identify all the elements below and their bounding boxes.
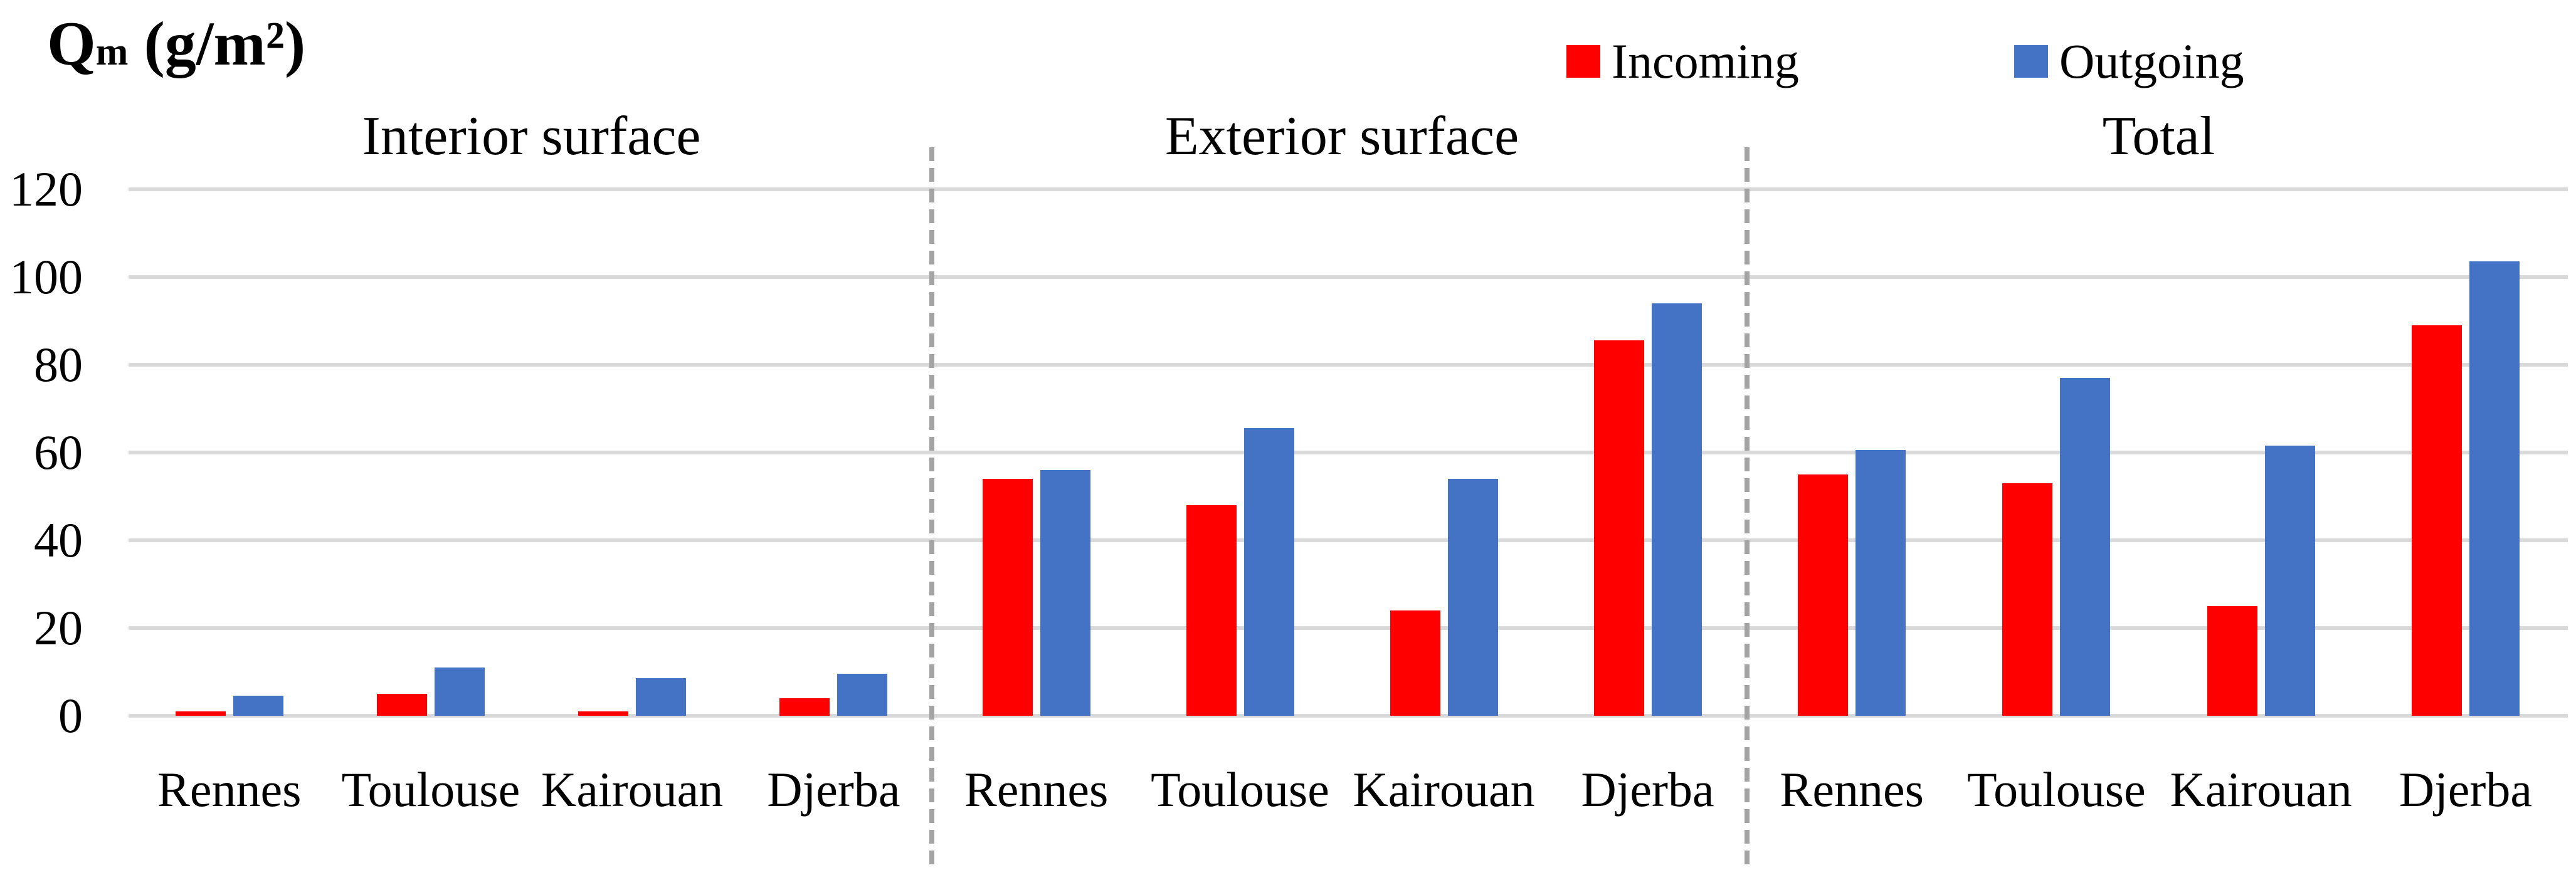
gridline-40 — [129, 538, 2568, 542]
bar-total-toulouse-outgoing — [2060, 378, 2111, 716]
bar-interior-surface-rennes-outgoing — [233, 696, 283, 716]
category-label-total-kairouan: Kairouan — [2170, 762, 2352, 817]
bar-interior-surface-toulouse-incoming — [376, 694, 427, 716]
category-row-interior-surface: Rennes Toulouse Kairouan Djerba — [129, 760, 934, 820]
category-label-interior-surface-kairouan: Kairouan — [541, 762, 724, 817]
bar-interior-surface-kairouan-incoming — [578, 711, 629, 716]
panel-separator-1 — [929, 147, 934, 868]
plot-area — [129, 187, 2568, 718]
bar-group-exterior-surface-kairouan — [1342, 189, 1546, 716]
panel-title-exterior-surface: Exterior surface — [1164, 106, 1519, 167]
gridline-20 — [129, 626, 2568, 630]
bar-group-interior-surface-djerba — [733, 189, 934, 716]
category-row-exterior-surface: Rennes Toulouse Kairouan Djerba — [934, 760, 1750, 820]
y-axis-title-symbol: Q — [47, 9, 96, 78]
category-label-exterior-surface-djerba: Djerba — [1581, 762, 1714, 817]
y-tick-label-0: 0 — [58, 688, 83, 743]
y-tick-label-40: 40 — [34, 513, 83, 567]
bar-group-interior-surface-kairouan — [532, 189, 733, 716]
bar-total-kairouan-incoming — [2207, 606, 2257, 716]
legend-label-outgoing: Outgoing — [2059, 34, 2244, 88]
category-label-interior-surface-djerba: Djerba — [767, 762, 900, 817]
bar-group-total-rennes — [1750, 189, 1954, 716]
category-label-total-rennes: Rennes — [1780, 762, 1924, 817]
y-axis-title: Qm (g/m²) — [47, 6, 305, 81]
bar-group-total-toulouse — [1954, 189, 2158, 716]
bar-interior-surface-rennes-incoming — [175, 711, 226, 716]
panel-title-interior-surface: Interior surface — [362, 106, 701, 167]
legend-swatch-incoming — [1566, 45, 1600, 78]
bar-exterior-surface-djerba-incoming — [1593, 340, 1644, 716]
bar-total-djerba-incoming — [2411, 325, 2462, 716]
y-tick-label-20: 20 — [34, 600, 83, 655]
gridline-80 — [129, 363, 2568, 367]
panel-interior-surface — [129, 189, 934, 716]
category-label-exterior-surface-rennes: Rennes — [964, 762, 1109, 817]
bar-exterior-surface-rennes-incoming — [982, 479, 1033, 716]
bar-group-total-kairouan — [2159, 189, 2363, 716]
bar-total-djerba-outgoing — [2469, 261, 2520, 716]
category-label-exterior-surface-kairouan: Kairouan — [1353, 762, 1535, 817]
category-label-total-djerba: Djerba — [2399, 762, 2532, 817]
bar-group-interior-surface-toulouse — [330, 189, 531, 716]
panel-total — [1750, 189, 2568, 716]
bar-exterior-surface-djerba-outgoing — [1651, 303, 1702, 716]
bar-group-exterior-surface-rennes — [934, 189, 1138, 716]
legend-item-outgoing: Outgoing — [2014, 30, 2244, 93]
legend-label-incoming: Incoming — [1612, 34, 1799, 88]
bar-interior-surface-djerba-outgoing — [837, 674, 888, 716]
bar-group-total-djerba — [2363, 189, 2568, 716]
panel-exterior-surface — [934, 189, 1750, 716]
y-tick-label-60: 60 — [34, 425, 83, 479]
gridline-120 — [129, 187, 2568, 191]
bar-group-exterior-surface-djerba — [1546, 189, 1750, 716]
bar-interior-surface-toulouse-outgoing — [434, 668, 485, 716]
gridline-0 — [129, 714, 2568, 718]
y-tick-label-120: 120 — [9, 162, 83, 216]
y-axis-title-subscript: m — [95, 31, 129, 73]
bar-total-rennes-outgoing — [1855, 450, 1906, 716]
category-label-exterior-surface-toulouse: Toulouse — [1151, 762, 1329, 817]
category-label-interior-surface-toulouse: Toulouse — [341, 762, 520, 817]
bar-exterior-surface-toulouse-outgoing — [1243, 428, 1294, 716]
bar-group-exterior-surface-toulouse — [1138, 189, 1342, 716]
legend-swatch-outgoing — [2014, 45, 2048, 78]
bar-interior-surface-djerba-incoming — [779, 698, 830, 716]
bar-exterior-surface-kairouan-outgoing — [1447, 479, 1498, 716]
gridline-60 — [129, 451, 2568, 454]
y-tick-label-80: 80 — [34, 337, 83, 392]
y-tick-label-100: 100 — [9, 249, 83, 304]
panel-separator-2 — [1745, 147, 1750, 868]
gridline-100 — [129, 275, 2568, 279]
bar-group-interior-surface-rennes — [129, 189, 330, 716]
legend-item-incoming: Incoming — [1566, 30, 1799, 93]
category-label-interior-surface-rennes: Rennes — [157, 762, 302, 817]
bar-exterior-surface-kairouan-incoming — [1390, 610, 1440, 716]
y-axis-title-units: (g/m²) — [128, 9, 306, 78]
bar-total-rennes-incoming — [1798, 474, 1849, 716]
bar-exterior-surface-toulouse-incoming — [1186, 505, 1237, 716]
category-label-total-toulouse: Toulouse — [1966, 762, 2146, 817]
bar-total-kairouan-outgoing — [2264, 446, 2315, 716]
bar-exterior-surface-rennes-outgoing — [1040, 470, 1090, 716]
bar-interior-surface-kairouan-outgoing — [636, 678, 687, 716]
category-row-total: Rennes Toulouse Kairouan Djerba — [1750, 760, 2568, 820]
bar-total-toulouse-incoming — [2002, 483, 2053, 716]
panel-title-total: Total — [2102, 106, 2215, 167]
